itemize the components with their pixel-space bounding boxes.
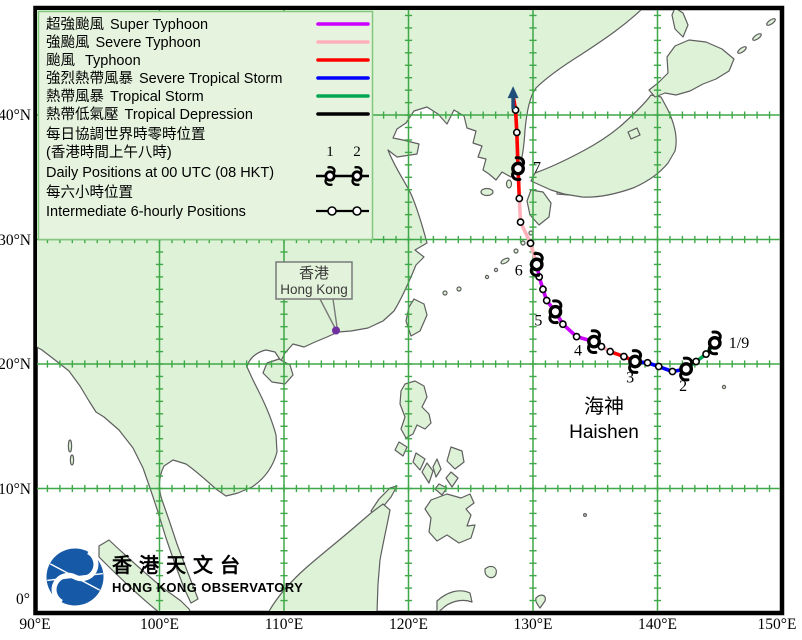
legend-sixhourly-zh: 每六小時位置: [46, 184, 133, 201]
hong-kong-label-zh: 香港: [299, 265, 329, 282]
track-segment-SevereT: [517, 196, 523, 224]
legend-label-severe-tropical-storm: 強烈熱帶風暴 Severe Tropical Storm: [46, 70, 282, 87]
legend-label-tropical-depression: 熱帶低氣壓 Tropical Depression: [46, 106, 253, 123]
land-sakhalin: [671, 10, 689, 38]
legend-daily-num-2: 2: [353, 144, 361, 160]
sixhourly-position-marker: [702, 350, 710, 358]
track-day-label: 5: [534, 313, 542, 330]
hong-kong-dot: [332, 326, 340, 335]
x-axis-label: 120°E: [389, 616, 428, 633]
land-sula: [484, 565, 497, 579]
y-axis-label: 40°N: [0, 107, 31, 124]
track-day-label: 7: [533, 160, 541, 177]
y-axis-label: 20°N: [0, 356, 31, 373]
axis-labels: 90°E 100°E 110°E 120°E 130°E 140°E 150°E…: [0, 107, 796, 633]
track-layer: 1/9 2 3 4 5 6 7: [507, 86, 749, 395]
legend-daily-num-1: 1: [326, 144, 334, 160]
land-borneo: [268, 503, 391, 611]
x-axis-label: 100°E: [140, 616, 179, 633]
sixhourly-position-marker: [572, 332, 581, 341]
hko-logo-title-en: HONG KONG OBSERVATORY: [112, 580, 303, 595]
grid-layer: [37, 10, 780, 611]
land-sado: [627, 127, 641, 140]
sixhourly-position-icon: [327, 206, 337, 216]
track-day-label: 3: [626, 370, 634, 387]
sixhourly-position-marker: [668, 367, 677, 376]
legend-label-typhoon: 颱風 Typhoon: [46, 52, 141, 69]
sixhourly-position-marker: [606, 347, 615, 356]
hong-kong-label-box: [275, 261, 353, 300]
x-axis-label: 110°E: [265, 616, 303, 633]
sixhourly-position-marker: [542, 296, 551, 305]
sixhourly-position-marker: [516, 218, 525, 227]
hko-logo-title-zh: 香港天文台: [112, 553, 247, 577]
kuril-islands: [737, 18, 776, 54]
callout-pointer-line: [332, 298, 338, 328]
legend-label-severe-typhoon: 強颱風 Severe Typhoon: [46, 34, 201, 51]
land-hokkaido: [648, 39, 735, 98]
track-day-label: 1/9: [729, 335, 749, 352]
x-axis-label: 150°E: [758, 616, 797, 633]
legend-label-super-typhoon: 超強颱風 Super Typhoon: [46, 16, 208, 33]
legend-daily-en: Daily Positions at 00 UTC (08 HKT): [46, 165, 274, 181]
sixhourly-position-icon: [352, 206, 362, 216]
hong-kong-label-en: Hong Kong: [280, 282, 348, 297]
x-axis-label: 140°E: [638, 616, 677, 633]
sixhourly-position-marker: [512, 128, 521, 137]
callout-pointer-line: [319, 298, 336, 328]
legend-label-tropical-storm: 熱帶風暴 Tropical Storm: [46, 88, 204, 105]
land-honshu: [530, 94, 677, 198]
legend-box: [37, 10, 374, 241]
sixhourly-position-marker: [654, 362, 663, 371]
sixhourly-position-marker: [515, 194, 524, 203]
y-axis-label: 0°: [16, 591, 30, 608]
track-day-label: 6: [515, 262, 523, 279]
sixhourly-position-marker: [643, 358, 652, 367]
y-axis-label: 30°N: [0, 232, 31, 249]
hko-logo: 香港天文台 HONG KONG OBSERVATORY: [46, 548, 303, 606]
sixhourly-position-marker: [619, 352, 628, 361]
hko-logo-swirl-icon: [46, 548, 104, 606]
land-hainan: [262, 358, 294, 385]
sixhourly-position-marker: [558, 320, 567, 329]
x-axis-label: 130°E: [514, 616, 553, 633]
legend-sixhourly-en: Intermediate 6-hourly Positions: [46, 204, 246, 220]
sixhourly-position-marker: [526, 239, 535, 248]
track-arrow-head-icon: [507, 86, 519, 99]
sixhourly-position-marker: [539, 285, 547, 294]
legend-daily-zh1: 每日協調世界時零時位置: [46, 126, 206, 143]
legend-daily-zh2: (香港時間上午八時): [46, 144, 172, 161]
track-day-label: 2: [679, 378, 687, 395]
sixhourly-position-marker: [692, 357, 700, 366]
storm-name-en: Haishen: [569, 422, 639, 443]
y-axis-label: 10°N: [0, 481, 31, 498]
legend: 超強颱風 Super Typhoon 強颱風 Severe Typhoon 颱風 Ty…: [37, 10, 374, 241]
track-day-label: 4: [574, 343, 582, 360]
land-sulawesi: [436, 590, 473, 611]
x-axis-label: 90°E: [19, 616, 50, 633]
storm-name: 海神 Haishen: [569, 395, 639, 443]
land-sumatra: [98, 539, 191, 611]
storm-name-zh: 海神: [584, 395, 624, 418]
hong-kong-callout: 香港 Hong Kong: [275, 261, 353, 335]
small-islands: [67, 179, 727, 517]
